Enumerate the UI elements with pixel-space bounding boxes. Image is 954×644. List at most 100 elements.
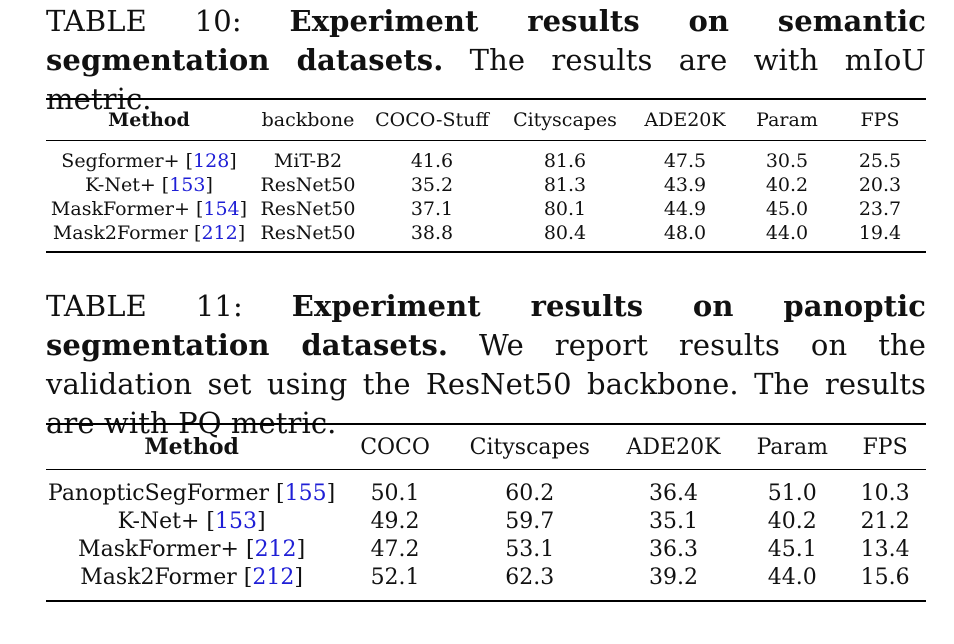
citation-ref: 153 — [215, 509, 258, 534]
citation-ref: 128 — [193, 150, 230, 172]
coco-stuff-cell: 37.1 — [410, 198, 454, 220]
citation-link[interactable]: [212] — [245, 537, 306, 562]
fps-cell: 20.3 — [858, 174, 902, 196]
method-cell: Mask2Former [212] — [46, 564, 337, 601]
coco-stuff-cell: 38.8 — [410, 222, 454, 244]
citation-ref: 212 — [252, 565, 295, 590]
fps-cell: 15.6 — [860, 565, 910, 590]
method-name: K-Net+ — [117, 509, 200, 534]
method-cell: K-Net+ [153] — [46, 173, 252, 197]
citation-ref: 153 — [169, 174, 206, 196]
backbone-cell: ResNet50 — [260, 222, 356, 244]
method-name: K-Net+ — [85, 174, 156, 196]
table10-header-method: Method — [108, 109, 190, 131]
table10-header-row: Method backbone COCO-Stuff Cityscapes AD… — [46, 99, 926, 141]
table11-header-fps: FPS — [862, 434, 908, 460]
citation-link[interactable]: [155] — [276, 481, 336, 506]
coco-cell: 47.2 — [370, 537, 420, 562]
table10-header-fps: FPS — [860, 109, 900, 131]
table11-header-param: Param — [756, 434, 829, 460]
fps-cell: 10.3 — [860, 481, 910, 506]
table-row: Mask2Former [212] 52.1 62.3 39.2 44.0 15… — [46, 564, 926, 601]
table11-header-ade20k: ADE20K — [626, 434, 721, 460]
method-cell: MaskFormer+ [212] — [46, 536, 337, 564]
table10-header-ade20k: ADE20K — [644, 109, 726, 131]
method-cell: MaskFormer+ [154] — [46, 197, 252, 221]
citation-ref: 212 — [254, 537, 297, 562]
coco-cell: 49.2 — [370, 509, 420, 534]
ade20k-cell: 48.0 — [663, 222, 707, 244]
table-row: K-Net+ [153] 49.2 59.7 35.1 40.2 21.2 — [46, 508, 926, 536]
fps-cell: 21.2 — [860, 509, 910, 534]
method-name: PanopticSegFormer — [48, 481, 270, 506]
backbone-cell: ResNet50 — [260, 174, 356, 196]
coco-cell: 50.1 — [370, 481, 420, 506]
ade20k-cell: 36.3 — [649, 537, 699, 562]
table-row: Mask2Former [212] ResNet50 38.8 80.4 48.… — [46, 221, 926, 252]
ade20k-cell: 36.4 — [649, 481, 699, 506]
ade20k-cell: 44.9 — [663, 198, 707, 220]
table-row: MaskFormer+ [154] ResNet50 37.1 80.1 44.… — [46, 197, 926, 221]
citation-link[interactable]: [128] — [185, 150, 237, 172]
method-cell: K-Net+ [153] — [46, 508, 337, 536]
table11-header-coco: COCO — [360, 434, 430, 460]
method-name: Mask2Former — [80, 565, 237, 590]
cityscapes-cell: 62.3 — [505, 565, 555, 590]
table11-label: TABLE 11: — [46, 289, 243, 323]
table-row: MaskFormer+ [212] 47.2 53.1 36.3 45.1 13… — [46, 536, 926, 564]
param-cell: 45.0 — [765, 198, 809, 220]
citation-ref: 212 — [201, 222, 238, 244]
table10-description: The results are with mIoU metric. — [46, 43, 926, 116]
table-row: PanopticSegFormer [155] 50.1 60.2 36.4 5… — [46, 470, 926, 509]
citation-link[interactable]: [154] — [195, 198, 248, 220]
cityscapes-cell: 80.1 — [543, 198, 587, 220]
table11-title: Experiment results on panoptic segmentat… — [46, 289, 926, 362]
cityscapes-cell: 80.4 — [543, 222, 587, 244]
citation-link[interactable]: [212] — [194, 222, 246, 244]
citation-ref: 154 — [203, 198, 240, 220]
ade20k-cell: 43.9 — [663, 174, 707, 196]
table10-header-cityscapes: Cityscapes — [513, 109, 617, 131]
cityscapes-cell: 81.3 — [543, 174, 587, 196]
method-name: MaskFormer+ — [78, 537, 239, 562]
citation-link[interactable]: [153] — [161, 174, 213, 196]
table11-header-method: Method — [144, 434, 239, 460]
ade20k-cell: 47.5 — [663, 150, 707, 172]
cityscapes-cell: 81.6 — [543, 150, 587, 172]
table11-description: We report results on the validation set … — [46, 328, 926, 440]
cityscapes-cell: 59.7 — [505, 509, 555, 534]
table-row: K-Net+ [153] ResNet50 35.2 81.3 43.9 40.… — [46, 173, 926, 197]
table10-header-coco-stuff: COCO-Stuff — [375, 109, 489, 131]
table11: Method COCO Cityscapes ADE20K Param FPS … — [46, 423, 926, 602]
param-cell: 44.0 — [767, 565, 817, 590]
method-cell: PanopticSegFormer [155] — [46, 470, 337, 509]
method-cell: Segformer+ [128] — [46, 141, 252, 174]
param-cell: 51.0 — [767, 481, 817, 506]
table11-caption: TABLE 11: Experiment results on panoptic… — [46, 287, 926, 443]
citation-link[interactable]: [153] — [206, 509, 266, 534]
table10-caption: TABLE 10: Experiment results on semantic… — [46, 2, 926, 119]
param-cell: 40.2 — [765, 174, 809, 196]
table11-header-row: Method COCO Cityscapes ADE20K Param FPS — [46, 424, 926, 470]
table11-header-cityscapes: Cityscapes — [469, 434, 590, 460]
cityscapes-cell: 53.1 — [505, 537, 555, 562]
coco-stuff-cell: 41.6 — [410, 150, 454, 172]
method-name: Segformer+ — [61, 150, 180, 172]
table10-title: Experiment results on semantic segmentat… — [46, 4, 926, 77]
backbone-cell: ResNet50 — [260, 198, 356, 220]
citation-link[interactable]: [212] — [243, 565, 303, 590]
table10-header-backbone: backbone — [261, 109, 355, 131]
fps-cell: 25.5 — [858, 150, 902, 172]
param-cell: 44.0 — [765, 222, 809, 244]
param-cell: 45.1 — [767, 537, 817, 562]
fps-cell: 23.7 — [858, 198, 902, 220]
fps-cell: 19.4 — [858, 222, 902, 244]
param-cell: 40.2 — [767, 509, 817, 534]
method-cell: Mask2Former [212] — [46, 221, 252, 252]
citation-ref: 155 — [284, 481, 327, 506]
fps-cell: 13.4 — [860, 537, 910, 562]
method-name: MaskFormer+ — [50, 198, 190, 220]
cityscapes-cell: 60.2 — [505, 481, 555, 506]
method-name: Mask2Former — [52, 222, 188, 244]
ade20k-cell: 39.2 — [649, 565, 699, 590]
